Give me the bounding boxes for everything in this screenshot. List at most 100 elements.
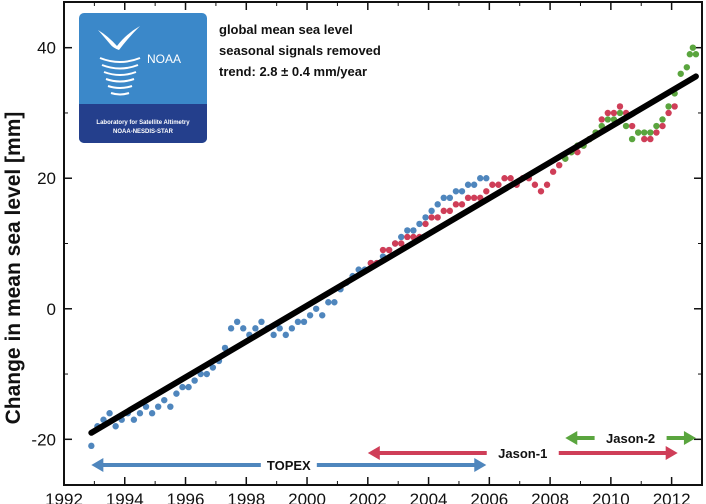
logo-agency: NOAA	[147, 52, 181, 66]
arrowhead-left-icon	[91, 458, 104, 472]
x-tick-label: 2008	[531, 490, 569, 504]
x-tick-label: 2012	[653, 490, 691, 504]
data-point	[404, 227, 411, 234]
mission-label: Jason-2	[606, 431, 655, 446]
data-point	[458, 201, 466, 208]
data-point	[154, 403, 162, 410]
data-point	[641, 129, 648, 136]
data-point	[483, 188, 490, 195]
data-point	[398, 240, 405, 247]
data-point	[319, 312, 326, 319]
x-tick-label: 2000	[288, 490, 326, 504]
data-point	[252, 325, 259, 332]
data-point	[446, 207, 454, 215]
data-point	[422, 214, 429, 221]
data-point	[167, 403, 174, 410]
data-point	[434, 214, 441, 221]
data-point	[483, 175, 490, 182]
data-point	[628, 135, 636, 143]
data-point	[161, 396, 168, 404]
data-point	[434, 201, 441, 208]
data-point	[233, 318, 241, 326]
data-point	[464, 194, 472, 202]
data-point	[616, 109, 624, 117]
data-point	[683, 64, 691, 71]
data-point	[556, 161, 563, 169]
data-point	[689, 44, 697, 51]
y-tick-label: 0	[47, 300, 56, 319]
seagull-icon	[98, 26, 140, 50]
data-point	[203, 370, 210, 378]
data-point	[692, 51, 700, 58]
y-tick-label: -20	[31, 430, 56, 449]
data-point	[507, 175, 514, 182]
annotation-line-2: seasonal signals removed	[219, 43, 381, 58]
data-point	[477, 175, 484, 182]
data-point	[398, 233, 405, 241]
data-point	[686, 51, 694, 58]
mission-arrows: TOPEX Jason-1 Jason-2	[91, 431, 696, 473]
annotation-trend: trend: 2.8 ± 0.4 mm/year	[219, 64, 367, 79]
data-point	[440, 207, 447, 215]
x-tick-label: 1998	[227, 490, 265, 504]
x-tick-label: 2002	[349, 490, 387, 504]
data-point	[88, 442, 95, 450]
arrowhead-right-icon	[474, 458, 487, 472]
data-point	[598, 116, 605, 123]
data-point	[531, 181, 539, 188]
logo-lab-line2: NOAA-NESDIS-STAR	[113, 129, 174, 135]
x-axis: 1992 1994 1996 1998 2000 2002 2004 2006 2008 2010…	[45, 2, 691, 504]
data-point	[276, 325, 283, 332]
y-tick-label: 40	[37, 39, 56, 58]
y-tick-label: 20	[37, 169, 56, 188]
x-tick-label: 2010	[592, 490, 630, 504]
data-point	[209, 364, 217, 371]
data-point	[179, 383, 186, 391]
arrowhead-right-icon	[683, 431, 696, 445]
data-point	[653, 122, 660, 130]
data-point	[191, 377, 198, 384]
data-point	[610, 109, 618, 117]
data-point	[501, 175, 508, 182]
data-point	[440, 194, 447, 202]
x-tick-label: 1996	[167, 490, 205, 504]
x-tick-label: 2004	[410, 490, 448, 504]
data-point	[404, 233, 411, 241]
data-point	[221, 344, 229, 352]
data-point	[458, 188, 466, 195]
data-point	[142, 403, 150, 410]
arrowhead-left-icon	[565, 431, 578, 445]
mission-jason-2: Jason-2	[565, 431, 696, 446]
data-point	[543, 181, 551, 188]
annotation-line-1: global mean sea level	[219, 22, 353, 37]
data-point	[452, 201, 460, 208]
data-point	[416, 220, 423, 228]
data-point	[331, 299, 338, 306]
data-point	[464, 181, 472, 188]
data-point	[452, 188, 460, 195]
data-point	[130, 416, 138, 423]
data-point	[282, 331, 289, 339]
data-point	[635, 129, 642, 136]
data-point	[270, 331, 277, 339]
chart-annotations: global mean sea level seasonal signals r…	[219, 22, 381, 79]
data-point	[495, 181, 502, 188]
data-point	[106, 410, 113, 417]
data-point	[391, 240, 399, 247]
data-point	[659, 122, 666, 130]
data-point	[428, 214, 435, 221]
data-point	[647, 129, 654, 136]
data-point	[641, 135, 648, 143]
data-point	[136, 410, 144, 417]
data-point	[294, 318, 302, 326]
mission-topex: TOPEX	[91, 458, 487, 473]
data-point	[112, 423, 119, 430]
data-point	[446, 194, 454, 202]
data-point	[379, 246, 387, 254]
data-point	[410, 227, 417, 234]
y-axis-label: Change in mean sea level [mm]	[2, 112, 25, 425]
y-axis: -20 0 20 40	[31, 39, 702, 449]
x-tick-label: 1994	[106, 490, 144, 504]
data-point	[306, 312, 314, 319]
